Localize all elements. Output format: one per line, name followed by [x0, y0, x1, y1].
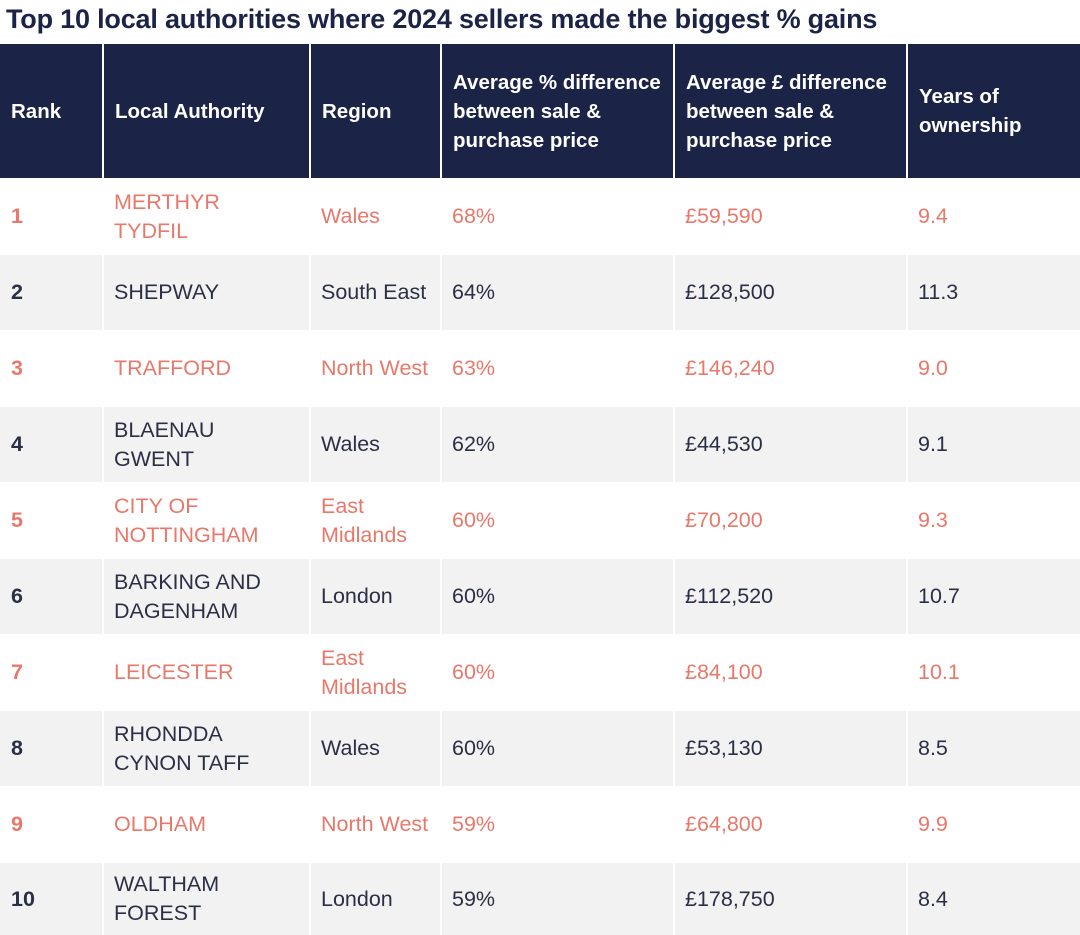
- table-row: 6 BARKING AND DAGENHAM London 60% £112,5…: [0, 559, 1080, 635]
- years-cell: 10.7: [907, 559, 1080, 635]
- region-cell: East Midlands: [310, 635, 441, 711]
- avg-pct-cell: 60%: [441, 559, 674, 635]
- rank-cell: 6: [0, 559, 103, 635]
- avg-pct-cell: 63%: [441, 331, 674, 407]
- page-title: Top 10 local authorities where 2024 sell…: [6, 4, 877, 35]
- rank-cell: 3: [0, 331, 103, 407]
- years-cell: 9.1: [907, 407, 1080, 483]
- region-cell: Wales: [310, 711, 441, 787]
- local-authority-cell: CITY OF NOTTINGHAM: [103, 483, 310, 559]
- rank-cell: 9: [0, 787, 103, 863]
- avg-pct-cell: 60%: [441, 483, 674, 559]
- avg-gbp-cell: £178,750: [674, 863, 907, 935]
- avg-gbp-cell: £146,240: [674, 331, 907, 407]
- avg-gbp-cell: £112,520: [674, 559, 907, 635]
- years-cell: 11.3: [907, 255, 1080, 331]
- avg-gbp-cell: £59,590: [674, 179, 907, 255]
- table-row: 4 BLAENAU GWENT Wales 62% £44,530 9.1: [0, 407, 1080, 483]
- header-local-authority: Local Authority: [103, 44, 310, 179]
- local-authority-cell: OLDHAM: [103, 787, 310, 863]
- local-authority-cell: MERTHYR TYDFIL: [103, 179, 310, 255]
- region-cell: London: [310, 559, 441, 635]
- header-years: Years of ownership: [907, 44, 1080, 179]
- rank-cell: 10: [0, 863, 103, 935]
- rank-cell: 8: [0, 711, 103, 787]
- header-avg-pct: Average % difference between sale & purc…: [441, 44, 674, 179]
- table-row: 9 OLDHAM North West 59% £64,800 9.9: [0, 787, 1080, 863]
- region-cell: Wales: [310, 179, 441, 255]
- table-row: 7 LEICESTER East Midlands 60% £84,100 10…: [0, 635, 1080, 711]
- rank-cell: 2: [0, 255, 103, 331]
- years-cell: 10.1: [907, 635, 1080, 711]
- years-cell: 9.9: [907, 787, 1080, 863]
- table-row: 10 WALTHAM FOREST London 59% £178,750 8.…: [0, 863, 1080, 935]
- rank-cell: 5: [0, 483, 103, 559]
- avg-pct-cell: 62%: [441, 407, 674, 483]
- table-row: 5 CITY OF NOTTINGHAM East Midlands 60% £…: [0, 483, 1080, 559]
- avg-pct-cell: 60%: [441, 711, 674, 787]
- table-row: 8 RHONDDA CYNON TAFF Wales 60% £53,130 8…: [0, 711, 1080, 787]
- region-cell: North West: [310, 331, 441, 407]
- rank-cell: 1: [0, 179, 103, 255]
- local-authority-cell: WALTHAM FOREST: [103, 863, 310, 935]
- rankings-table: Rank Local Authority Region Average % di…: [0, 44, 1080, 935]
- avg-gbp-cell: £84,100: [674, 635, 907, 711]
- years-cell: 8.4: [907, 863, 1080, 935]
- years-cell: 9.0: [907, 331, 1080, 407]
- local-authority-cell: BLAENAU GWENT: [103, 407, 310, 483]
- avg-gbp-cell: £70,200: [674, 483, 907, 559]
- avg-pct-cell: 68%: [441, 179, 674, 255]
- avg-pct-cell: 59%: [441, 863, 674, 935]
- region-cell: North West: [310, 787, 441, 863]
- avg-pct-cell: 64%: [441, 255, 674, 331]
- header-rank: Rank: [0, 44, 103, 179]
- header-avg-gbp: Average £ difference between sale & purc…: [674, 44, 907, 179]
- table-header-row: Rank Local Authority Region Average % di…: [0, 44, 1080, 179]
- years-cell: 9.4: [907, 179, 1080, 255]
- table-row: 3 TRAFFORD North West 63% £146,240 9.0: [0, 331, 1080, 407]
- avg-gbp-cell: £128,500: [674, 255, 907, 331]
- avg-gbp-cell: £53,130: [674, 711, 907, 787]
- rank-cell: 4: [0, 407, 103, 483]
- table-row: 1 MERTHYR TYDFIL Wales 68% £59,590 9.4: [0, 179, 1080, 255]
- region-cell: London: [310, 863, 441, 935]
- avg-gbp-cell: £64,800: [674, 787, 907, 863]
- years-cell: 8.5: [907, 711, 1080, 787]
- header-region: Region: [310, 44, 441, 179]
- region-cell: East Midlands: [310, 483, 441, 559]
- local-authority-cell: TRAFFORD: [103, 331, 310, 407]
- table-row: 2 SHEPWAY South East 64% £128,500 11.3: [0, 255, 1080, 331]
- avg-pct-cell: 59%: [441, 787, 674, 863]
- local-authority-cell: RHONDDA CYNON TAFF: [103, 711, 310, 787]
- local-authority-cell: BARKING AND DAGENHAM: [103, 559, 310, 635]
- avg-pct-cell: 60%: [441, 635, 674, 711]
- avg-gbp-cell: £44,530: [674, 407, 907, 483]
- years-cell: 9.3: [907, 483, 1080, 559]
- region-cell: Wales: [310, 407, 441, 483]
- rank-cell: 7: [0, 635, 103, 711]
- local-authority-cell: SHEPWAY: [103, 255, 310, 331]
- local-authority-cell: LEICESTER: [103, 635, 310, 711]
- region-cell: South East: [310, 255, 441, 331]
